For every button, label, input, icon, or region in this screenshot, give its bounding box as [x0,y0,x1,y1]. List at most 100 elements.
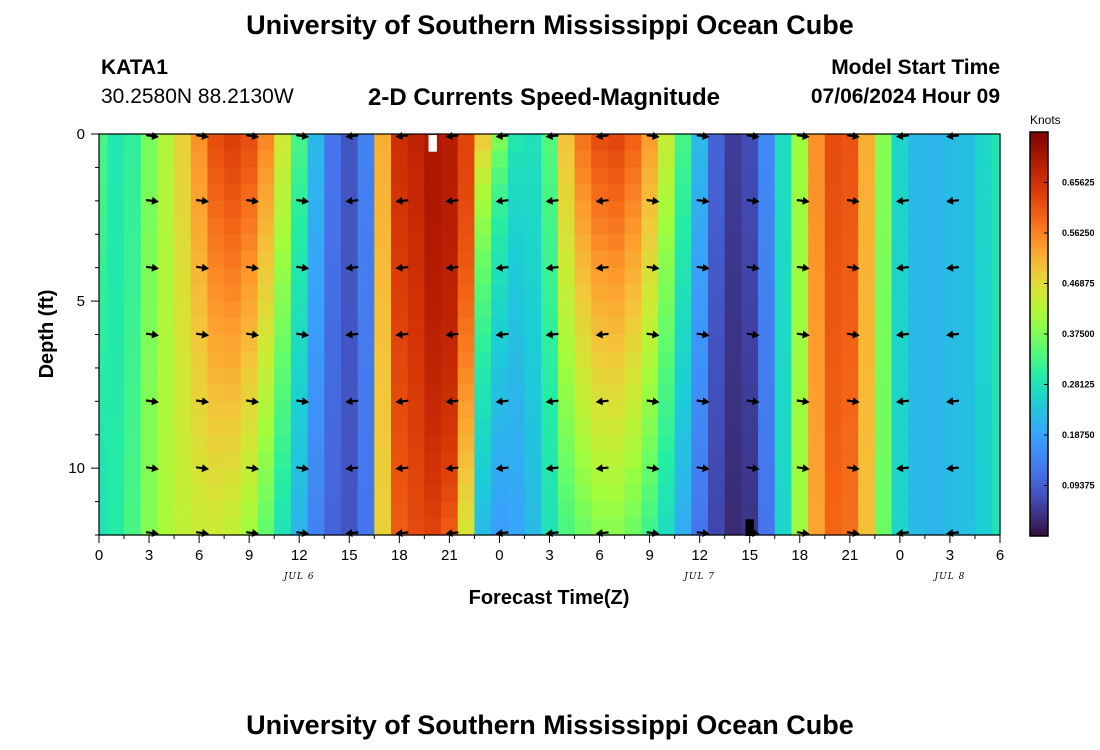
heatmap-cell [474,134,492,152]
heatmap-cell [99,150,108,169]
current-arrow [196,330,210,339]
heatmap-cell [257,217,275,235]
heatmap-cell [307,351,325,369]
x-tick-label: 3 [946,547,954,564]
heatmap-cell [574,367,592,386]
heatmap-cell [724,501,742,519]
heatmap-cell [491,200,509,219]
heatmap-cell [574,150,592,169]
heatmap-cell [607,434,626,453]
heatmap-cell [808,418,826,436]
heatmap-cell [157,234,175,252]
heatmap-cell [240,250,259,269]
heatmap-cell [107,317,125,336]
heatmap-cell [691,317,709,336]
heatmap-cell [657,134,676,152]
heatmap-cell [457,200,476,219]
current-arrow-head [595,263,603,272]
current-arrow [846,330,860,339]
heatmap-cell [808,401,826,419]
heatmap-cell [941,351,959,369]
heatmap-cell [641,301,659,319]
heatmap-cell [357,484,375,503]
current-arrow-head [445,330,453,339]
heatmap-cell [674,367,692,386]
current-arrow [246,196,260,205]
heatmap-cell [240,418,259,436]
heatmap-cell [574,434,592,453]
heatmap-cell [691,468,709,486]
heatmap-cell [908,317,926,336]
current-arrow-head [895,196,904,205]
heatmap-cell [758,150,776,169]
heatmap-cell [641,501,659,519]
heatmap-cell [791,418,809,436]
heatmap-cell [424,284,442,302]
current-arrow [595,196,609,205]
heatmap-cell [290,234,309,252]
heatmap-cell [240,367,259,386]
heatmap-cell [340,351,359,369]
heatmap-cell [924,334,943,352]
heatmap-cell [841,317,859,336]
heatmap-cell [874,184,893,202]
heatmap-cell [791,267,809,285]
heatmap-cell [991,234,1001,252]
current-arrow-head [495,330,503,339]
heatmap-cell [357,234,375,252]
heatmap-cell [441,150,459,169]
heatmap-cell [224,301,242,319]
heatmap-cell [958,451,976,469]
heatmap-cell [874,351,893,369]
heatmap-cell [491,434,509,453]
heatmap-cell [874,501,893,519]
heatmap-cell [491,418,509,436]
y-tick-label: 0 [77,126,85,143]
current-arrow-head [595,196,603,205]
heatmap-cell [557,317,576,336]
heatmap-cell [240,451,259,469]
missing-data-cells [428,135,754,536]
heatmap-cell [324,434,342,453]
current-arrow-head [345,196,353,205]
heatmap-cell [607,167,626,185]
heatmap-cell [624,200,642,219]
heatmap-cell [758,418,776,436]
current-arrow [345,397,359,406]
heatmap-cell [724,434,742,453]
heatmap-cell [107,150,125,169]
heatmap-cell [657,234,676,252]
heatmap-cell [357,150,375,169]
heatmap-cell [607,518,626,536]
heatmap-cell [441,301,459,319]
heatmap-cell [908,167,926,185]
heatmap-cell [607,317,626,336]
heatmap-cell [374,518,392,536]
heatmap-cell [140,267,158,285]
heatmap-cell [99,434,108,453]
heatmap-cell [507,284,526,302]
heatmap-cell [858,134,876,152]
current-arrow [895,464,909,473]
heatmap-cell [407,134,425,152]
heatmap-cell [774,334,793,352]
heatmap-cell [474,451,492,469]
heatmap-cell [140,234,158,252]
heatmap-cell [474,250,492,269]
heatmap-cell [607,384,626,402]
current-arrow-head [595,397,603,406]
current-arrow-head [852,196,860,205]
heatmap-cell [858,234,876,252]
heatmap-cell [524,184,542,202]
heatmap-cell [808,167,826,185]
heatmap-cell [524,434,542,453]
heatmap-cell [874,234,893,252]
heatmap-cell [674,301,692,319]
heatmap-cell [124,384,142,402]
heatmap-cell [974,384,993,402]
current-arrow [145,196,159,205]
heatmap-cell [207,401,225,419]
heatmap-cell [891,284,909,302]
heatmap-cell [724,418,742,436]
